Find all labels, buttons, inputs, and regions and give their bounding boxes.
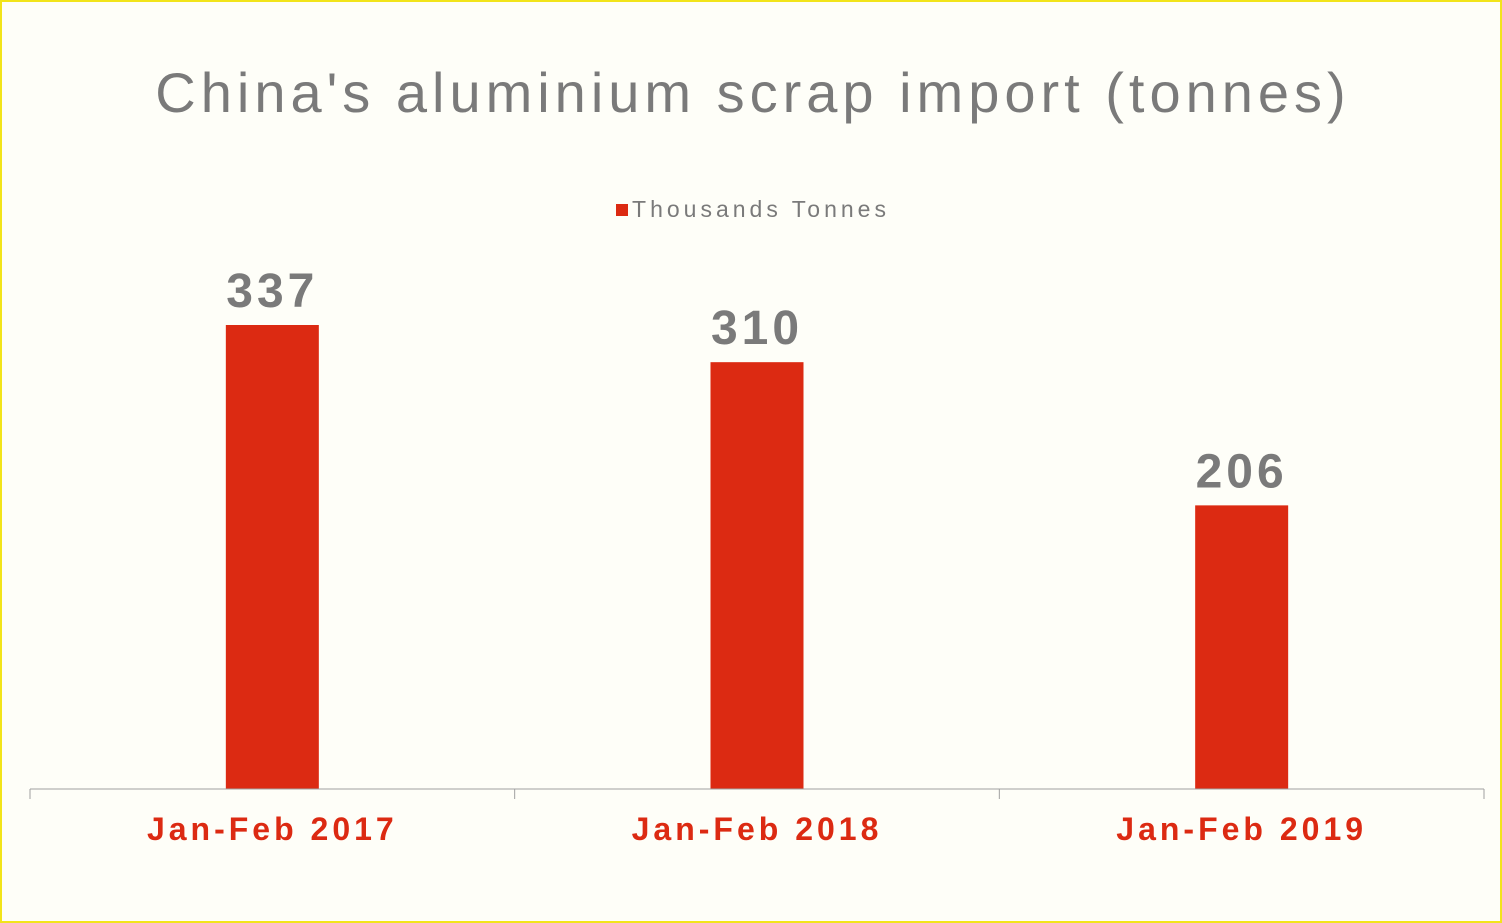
data-label-2: 310	[711, 302, 803, 355]
bars-group	[225, 325, 1289, 789]
category-label-2: Jan-Feb 2018	[632, 811, 883, 847]
chart-title: China's aluminium scrap import (tonnes)	[155, 61, 1351, 124]
bar-1	[225, 325, 319, 789]
category-label-3: Jan-Feb 2019	[1116, 811, 1367, 847]
bar-3	[1195, 505, 1289, 789]
data-label-3: 206	[1196, 445, 1288, 498]
x-axis	[29, 788, 1485, 799]
category-label-1: Jan-Feb 2017	[147, 811, 398, 847]
data-label-1: 337	[226, 265, 318, 318]
labels-group: 337 Jan-Feb 2017 310 Jan-Feb 2018 206 Jan-Feb…	[147, 265, 1367, 847]
bar-2	[710, 362, 804, 789]
legend-label: Thousands Tonnes	[632, 196, 890, 222]
legend-swatch	[616, 204, 629, 216]
legend: Thousands Tonnes	[2, 196, 1502, 223]
